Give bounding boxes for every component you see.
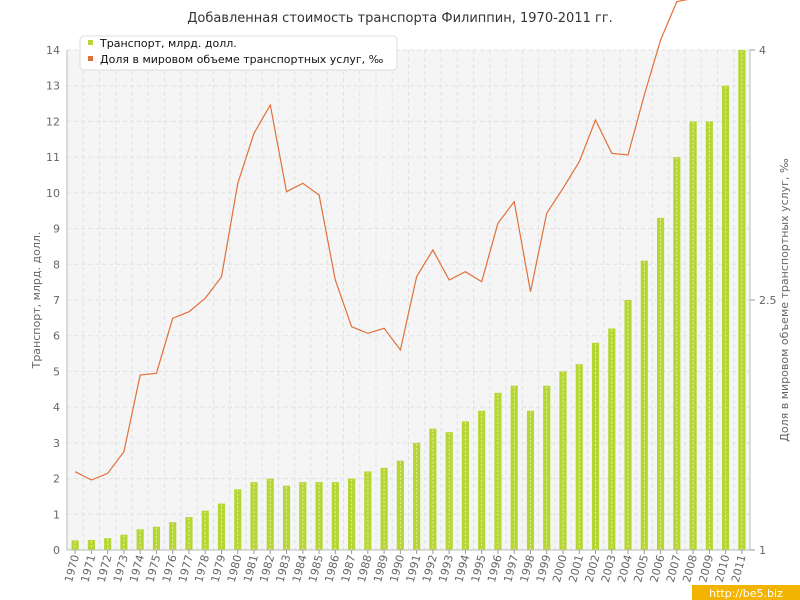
legend-entry-bar: Транспорт, млрд. долл. [99,37,237,50]
bar-1982 [266,478,274,550]
legend-swatch-line [88,56,93,61]
watermark[interactable]: http://be5.biz [692,585,800,600]
y-left-tick-label: 11 [46,151,60,164]
bar-2001 [575,364,583,550]
y-left-tick-label: 10 [46,187,60,200]
chart-title: Добавленная стоимость транспорта Филиппи… [187,11,613,26]
y-left-tick-label: 5 [53,365,60,378]
y-left-tick-label: 6 [53,330,60,343]
y-left-tick-label: 9 [53,223,60,236]
bar-1975 [152,526,161,550]
bar-2010 [722,85,730,550]
y-left-tick-label: 13 [46,80,60,93]
bar-1970 [71,540,79,550]
legend: Транспорт, млрд. долл. Доля в мировом об… [79,35,398,71]
bar-1973 [120,534,128,550]
bar-2002 [591,342,600,550]
bar-series [71,50,746,550]
watermark-link[interactable]: http://be5.biz [709,587,783,600]
bar-1978 [201,510,209,550]
bar-1994 [461,421,469,550]
line-series [74,0,688,481]
bar-1988 [364,471,372,550]
y-axis-right-ticks: 12.54 [750,44,777,557]
legend-swatch-bar [88,40,93,45]
y-left-tick-label: 12 [46,115,60,128]
y-left-tick-label: 7 [53,294,60,307]
bar-1992 [429,428,437,550]
bar-1977 [185,517,193,550]
bar-1987 [348,478,356,550]
y-left-tick-label: 4 [53,401,60,414]
watermark-background [692,585,800,600]
y-left-tick-label: 1 [53,508,60,521]
y-axis-left-title: Транспорт, млрд. долл. [30,232,43,370]
bar-2007 [673,157,681,550]
y-left-tick-label: 8 [53,258,60,271]
bar-2005 [640,260,648,550]
y-axis-right-title: Доля в мировом объеме транспортных услуг… [778,158,791,442]
line-series-layer [74,0,688,481]
grid [66,49,751,551]
bar-1990 [396,460,404,550]
y-left-tick-label: 14 [46,44,60,57]
y-right-tick-label: 1 [759,544,766,557]
y-left-tick-label: 0 [53,544,60,557]
legend-box [79,35,398,71]
y-right-tick-label: 4 [759,44,766,57]
y-left-tick-label: 3 [53,437,60,450]
bar-1979 [217,503,226,550]
y-right-tick-label: 2.5 [759,294,777,307]
y-left-tick-label: 2 [53,473,60,486]
bar-1983 [282,485,291,550]
legend-entry-line: Доля в мировом объеме транспортных услуг… [100,53,384,66]
